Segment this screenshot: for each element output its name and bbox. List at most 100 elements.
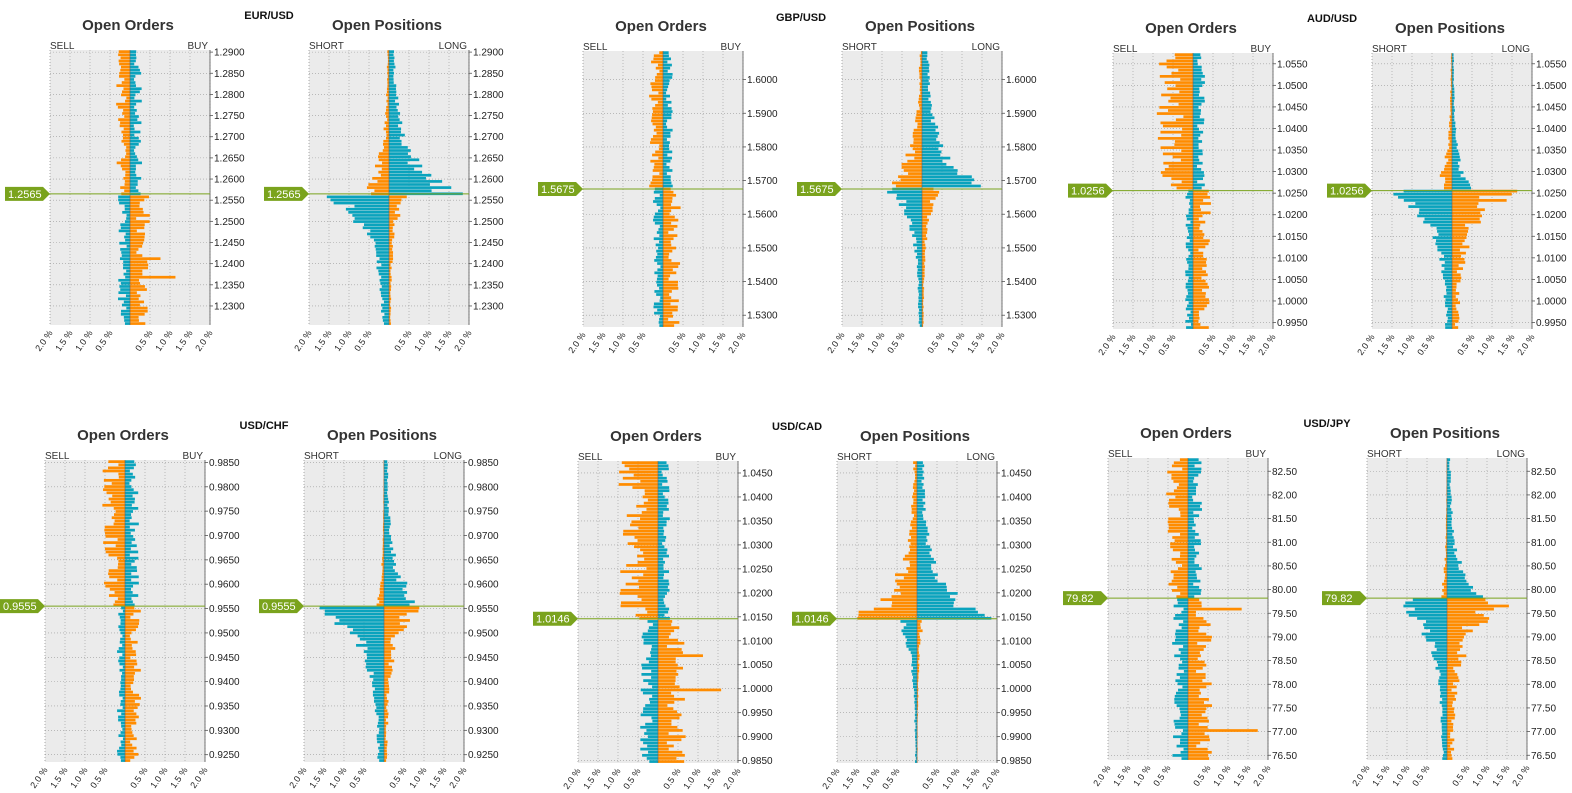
bar-right bbox=[1193, 90, 1200, 94]
bar-left bbox=[339, 619, 384, 622]
bar-right bbox=[658, 713, 682, 717]
bar-left bbox=[1176, 744, 1188, 748]
bar-left bbox=[1445, 279, 1452, 283]
bar-right bbox=[1447, 557, 1458, 561]
bar-left bbox=[120, 684, 125, 688]
bar-left bbox=[378, 170, 389, 174]
bar-right bbox=[125, 538, 136, 541]
bar-left bbox=[123, 316, 130, 319]
bar-right bbox=[1193, 127, 1199, 131]
y-tick-label: 1.0400 bbox=[742, 492, 773, 503]
bar-right bbox=[1447, 467, 1450, 471]
bar-right bbox=[1452, 53, 1454, 57]
bar-right bbox=[1193, 217, 1199, 221]
bar-left bbox=[896, 197, 922, 200]
bar-left bbox=[910, 144, 922, 148]
bar-left bbox=[1421, 632, 1447, 636]
bar-right bbox=[922, 215, 928, 219]
bar-right bbox=[1188, 698, 1209, 701]
bar-left bbox=[649, 760, 658, 763]
bar-right bbox=[130, 109, 137, 112]
bar-left bbox=[652, 113, 663, 117]
bar-right bbox=[384, 488, 388, 492]
bar-right bbox=[389, 65, 396, 69]
bar-left bbox=[1439, 676, 1447, 679]
bar-right bbox=[663, 321, 680, 324]
long-label: LONG bbox=[972, 42, 1001, 53]
bar-right bbox=[1447, 582, 1469, 586]
bar-right bbox=[389, 272, 391, 276]
bar-left bbox=[918, 321, 922, 324]
bar-left bbox=[913, 676, 917, 679]
bar-left bbox=[619, 592, 658, 595]
x-tick-label: 1.0 % bbox=[940, 766, 961, 791]
bar-right bbox=[658, 592, 667, 595]
bar-left bbox=[377, 752, 384, 756]
bar-left bbox=[918, 97, 922, 101]
bar-right bbox=[917, 564, 932, 567]
bar-right bbox=[389, 232, 395, 236]
bar-left bbox=[123, 87, 130, 91]
bar-left bbox=[917, 274, 922, 278]
x-tick-label: 1.5 % bbox=[1236, 332, 1257, 357]
bar-right bbox=[917, 467, 923, 471]
y-tick-label: 0.9950 bbox=[1277, 318, 1308, 329]
bar-left bbox=[1443, 276, 1452, 280]
bar-left bbox=[913, 243, 922, 247]
bar-right bbox=[125, 737, 137, 741]
bar-right bbox=[130, 50, 137, 53]
bar-left bbox=[642, 691, 658, 695]
bar-left bbox=[359, 637, 384, 641]
bar-right bbox=[384, 662, 389, 666]
bar-right bbox=[663, 209, 672, 213]
bar-right bbox=[1193, 261, 1207, 264]
bar-right bbox=[922, 147, 939, 151]
y-tick-label: 0.9350 bbox=[209, 701, 240, 712]
bar-left bbox=[122, 210, 130, 214]
bar-left bbox=[1414, 607, 1447, 611]
bar-left bbox=[634, 536, 658, 539]
y-tick-label: 1.2350 bbox=[214, 280, 245, 291]
y-tick-label: 1.5500 bbox=[1006, 243, 1037, 254]
bar-right bbox=[389, 282, 391, 285]
bar-right bbox=[917, 470, 924, 474]
bar-right bbox=[1447, 632, 1466, 636]
bar-left bbox=[1176, 595, 1188, 599]
bar-right bbox=[389, 195, 407, 199]
bar-left bbox=[1168, 517, 1188, 521]
bar-left bbox=[1182, 685, 1188, 689]
bar-left bbox=[657, 274, 663, 278]
bar-right bbox=[917, 508, 926, 511]
bar-left bbox=[1190, 323, 1193, 326]
bar-right bbox=[663, 119, 668, 123]
bar-right bbox=[658, 479, 668, 483]
bar-left bbox=[646, 567, 658, 570]
bar-right bbox=[663, 172, 667, 175]
bar-right bbox=[384, 547, 394, 551]
bar-right bbox=[922, 79, 929, 82]
bar-right bbox=[1447, 511, 1453, 514]
bar-left bbox=[907, 539, 917, 542]
bar-left bbox=[905, 153, 922, 157]
bar-right bbox=[663, 224, 678, 228]
bar-left bbox=[915, 255, 922, 259]
bar-right bbox=[922, 110, 931, 113]
y-tick-label: 0.9250 bbox=[209, 750, 240, 761]
bar-right bbox=[1188, 480, 1194, 483]
current-price-tag bbox=[5, 186, 50, 201]
bar-right bbox=[1193, 276, 1202, 280]
bar-right bbox=[125, 643, 132, 647]
bar-left bbox=[1160, 171, 1193, 174]
bar-left bbox=[1436, 660, 1447, 664]
bar-left bbox=[909, 529, 917, 533]
bar-left bbox=[376, 734, 384, 737]
bar-right bbox=[125, 625, 139, 629]
bar-right bbox=[658, 682, 675, 686]
bar-left bbox=[114, 600, 125, 604]
bar-left bbox=[642, 632, 658, 636]
bar-left bbox=[643, 741, 658, 745]
x-tick-label: 0.5 % bbox=[352, 328, 373, 353]
bar-right bbox=[1452, 118, 1455, 122]
bar-left bbox=[124, 180, 130, 183]
y-tick-label: 0.9850 bbox=[209, 458, 240, 469]
